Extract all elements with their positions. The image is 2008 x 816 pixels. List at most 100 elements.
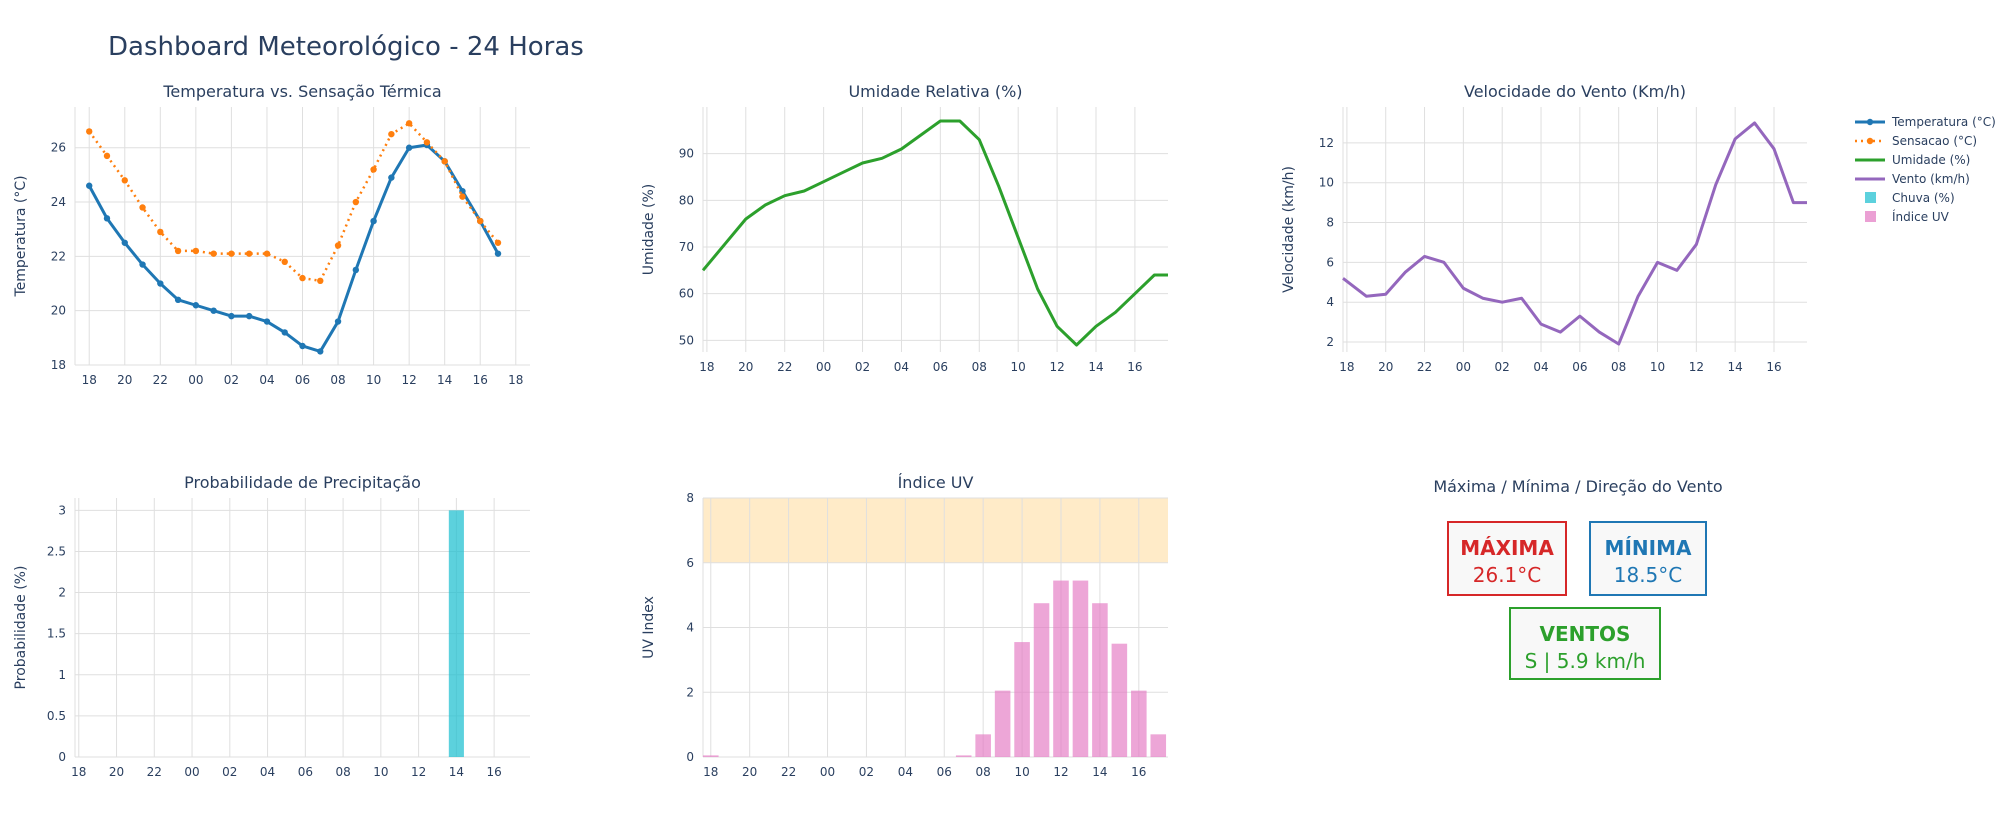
- summary-panel: Máxima / Mínima / Direção do Vento MÁXIMA…: [1433, 477, 1723, 680]
- max-temp-box-label: MÁXIMA: [1460, 536, 1554, 560]
- bar: [975, 734, 991, 757]
- x-tick-label: 00: [188, 373, 203, 387]
- chart-title: Velocidade do Vento (Km/h): [1464, 82, 1686, 101]
- data-point: [86, 182, 93, 189]
- data-point: [121, 239, 128, 246]
- data-point: [334, 242, 342, 249]
- y-tick-label: 20: [51, 304, 66, 318]
- data-point: [121, 177, 128, 184]
- data-point: [334, 318, 342, 325]
- x-tick-label: 20: [1378, 360, 1393, 374]
- y-tick-label: 1.5: [47, 627, 66, 641]
- bar: [1072, 580, 1089, 757]
- x-tick-label: 18: [1339, 360, 1354, 374]
- bar: [1131, 690, 1147, 757]
- x-tick-label: 18: [699, 360, 714, 374]
- x-tick-label: 08: [976, 765, 991, 779]
- y-tick-label: 70: [679, 240, 694, 254]
- chart-temp: 18 20 22 00 02 04 06 08 10 12 14 16 18 18 20 22 24 26 Temp…: [13, 82, 530, 387]
- legend-label: Sensacao (°C): [1892, 134, 1977, 148]
- x-tick-label: 06: [1572, 360, 1587, 374]
- x-tick-label: 12: [1053, 765, 1068, 779]
- y-tick-label: 26: [51, 141, 66, 155]
- y-axis-label: UV Index: [641, 596, 657, 659]
- y-tick-label: 22: [51, 249, 66, 263]
- data-point: [281, 258, 288, 265]
- x-tick-label: 22: [147, 765, 162, 779]
- chart-wind: 18 20 22 00 02 04 06 08 10 12 14 16 2 4 6 8 10 12 Velocida…: [1281, 82, 1807, 374]
- data-point: [370, 166, 377, 173]
- y-axis-label: Temperatura (°C): [13, 175, 29, 297]
- y-tick-label: 0.5: [47, 709, 66, 723]
- x-tick-label: 00: [184, 765, 199, 779]
- min-temp-box-frame: [1589, 521, 1707, 596]
- x-tick-label: 04: [1533, 360, 1548, 374]
- legend-label: Temperatura (°C): [1891, 115, 1996, 129]
- wind-box-frame: [1509, 607, 1661, 680]
- y-tick-label: 2: [58, 586, 66, 600]
- max-temp-box-value: 26.1°C: [1473, 563, 1542, 587]
- x-tick-label: 16: [1127, 360, 1142, 374]
- x-tick-label: 12: [402, 373, 417, 387]
- y-tick-label: 10: [1319, 176, 1334, 190]
- uv-high-band: [703, 498, 1168, 563]
- data-point: [441, 158, 448, 165]
- legend: Temperatura (°C) Sensacao (°C) Umidade (%)…: [1855, 115, 1996, 224]
- data-point: [157, 228, 164, 236]
- x-tick-label: 22: [153, 373, 168, 387]
- y-tick-label: 90: [679, 147, 694, 161]
- dashboard-title: Dashboard Meteorológico - 24 Horas: [108, 32, 584, 62]
- data-point: [139, 261, 146, 268]
- y-tick-label: 60: [679, 287, 694, 301]
- x-tick-label: 10: [1014, 765, 1029, 779]
- data-point: [192, 302, 200, 309]
- data-point: [352, 266, 360, 274]
- bar: [703, 755, 719, 757]
- x-tick-label: 06: [933, 360, 948, 374]
- series-line: [87, 143, 500, 353]
- x-tick-label: 20: [109, 765, 124, 779]
- wind-box-label: VENTOS: [1540, 622, 1631, 646]
- data-point: [405, 120, 413, 127]
- y-tick-label: 6: [1326, 255, 1334, 269]
- bar: [1092, 603, 1108, 757]
- bar: [1150, 734, 1167, 757]
- legend-label: Umidade (%): [1892, 153, 1970, 167]
- data-point: [157, 280, 164, 287]
- data-point: [423, 139, 431, 146]
- legend-label: Vento (km/h): [1892, 172, 1970, 186]
- summary-title: Máxima / Mínima / Direção do Vento: [1433, 477, 1722, 496]
- min-temp-box-label: MÍNIMA: [1605, 536, 1692, 560]
- data-point: [245, 250, 253, 257]
- legend-swatch: [1865, 211, 1876, 222]
- y-tick-label: 8: [686, 491, 694, 505]
- x-tick-label: 18: [71, 765, 86, 779]
- y-tick-label: 1: [58, 668, 66, 682]
- series-line: [701, 119, 1168, 347]
- chart-rain: 18 20 22 00 02 04 06 08 10 12 14 16 0 0.5 1 1.5 2 2.5 3 Pro…: [13, 473, 530, 779]
- y-tick-label: 12: [1319, 136, 1334, 150]
- legend-label: Índice UV: [1892, 209, 1950, 224]
- bar: [1111, 643, 1128, 757]
- y-tick-label: 50: [679, 333, 694, 347]
- y-tick-label: 4: [686, 621, 694, 635]
- x-tick-label: 00: [1456, 360, 1471, 374]
- data-point: [388, 130, 395, 138]
- x-tick-label: 16: [486, 765, 501, 779]
- bar: [1053, 580, 1069, 757]
- x-tick-label: 10: [366, 373, 381, 387]
- x-tick-label: 22: [777, 360, 792, 374]
- data-point: [86, 128, 93, 135]
- data-point: [263, 250, 271, 257]
- x-tick-label: 12: [1689, 360, 1704, 374]
- y-tick-label: 4: [1326, 295, 1334, 309]
- x-tick-label: 06: [295, 373, 310, 387]
- x-tick-label: 14: [1088, 360, 1103, 374]
- legend-swatch: [1865, 192, 1876, 203]
- bar: [955, 755, 972, 757]
- data-point: [281, 329, 288, 336]
- chart-title: Probabilidade de Precipitação: [184, 473, 421, 492]
- bar: [1033, 603, 1050, 757]
